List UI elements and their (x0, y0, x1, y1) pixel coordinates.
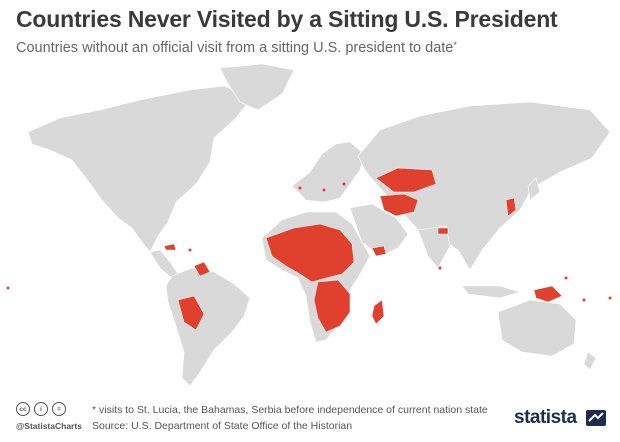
island-dot (564, 276, 568, 280)
subtitle-text: Countries without an official visit from… (16, 40, 454, 56)
island-dot (342, 182, 346, 186)
island-dot (608, 296, 612, 300)
region-caribbean (163, 243, 177, 251)
by-icon[interactable]: i (34, 402, 48, 416)
island-dots (6, 182, 612, 302)
highlighted-countries (163, 167, 563, 333)
region-kazakhstan-central-asia (379, 193, 419, 217)
region-mongolia (375, 167, 437, 193)
island-dot (322, 188, 326, 192)
region-central-southern-africa (313, 279, 351, 333)
land-japan (527, 177, 541, 201)
chart-title: Countries Never Visited by a Sitting U.S… (16, 6, 558, 32)
license-icons: cc i = (16, 402, 66, 416)
land-asia (357, 101, 611, 271)
island-dot (582, 298, 586, 302)
land-india (417, 225, 451, 269)
cc-icon[interactable]: cc (16, 402, 30, 416)
chart-subtitle: Countries without an official visit from… (16, 40, 457, 56)
world-map (6, 63, 612, 387)
land-australia (497, 299, 577, 357)
source-note: Source: U.S. Department of State Office … (92, 420, 353, 432)
region-madagascar (371, 299, 385, 325)
footnote: * visits to St. Lucia, the Bahamas, Serb… (92, 404, 488, 416)
land-middle-east (349, 203, 409, 257)
region-west-central-africa (265, 223, 355, 283)
island-dot (438, 266, 442, 270)
island-dot (6, 286, 10, 290)
land-north-america (27, 85, 251, 253)
region-papua-new-guinea (533, 285, 563, 303)
region-guianas (193, 261, 211, 277)
region-north-korea (505, 197, 517, 217)
nd-icon[interactable]: = (52, 402, 66, 416)
land-south-america (165, 267, 251, 387)
statista-logo-icon (586, 410, 606, 426)
land-indonesia (461, 285, 522, 299)
region-bhutan (437, 227, 449, 235)
region-bolivia-paraguay (177, 295, 205, 331)
land-central-america (149, 249, 179, 279)
region-yemen (371, 245, 387, 257)
statista-logo[interactable]: statista (514, 407, 577, 428)
island-dot (188, 248, 192, 252)
subtitle-footnote-marker: * (453, 40, 457, 50)
island-dot (298, 186, 302, 190)
twitter-handle[interactable]: @StatistaCharts (16, 421, 82, 431)
land-greenland (219, 63, 295, 111)
land-europe (291, 141, 365, 203)
land-new-zealand (583, 351, 597, 371)
